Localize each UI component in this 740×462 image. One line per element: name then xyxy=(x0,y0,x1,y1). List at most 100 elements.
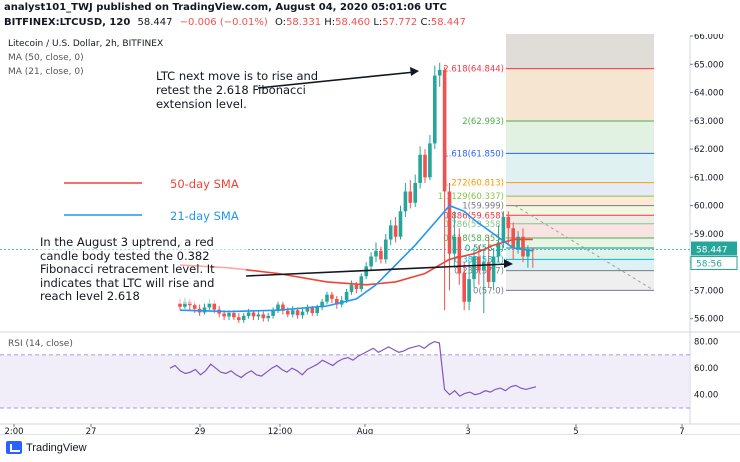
fib-zone xyxy=(506,248,654,260)
fib-level-label: 0.786(59.358) xyxy=(443,220,504,230)
last-price-tag-label: 58.447 xyxy=(696,246,728,256)
fib-zone xyxy=(506,182,654,197)
rsi-tick-label: 80.00 xyxy=(694,338,718,348)
high-label: H: xyxy=(324,17,336,28)
candle-body xyxy=(286,310,290,315)
candle-body xyxy=(364,266,368,277)
time-tick-label: Aug xyxy=(357,427,374,437)
time-tick-label: 2:00 xyxy=(4,427,23,437)
candle-body xyxy=(374,250,378,257)
countdown-tag xyxy=(690,256,738,271)
ma21-line xyxy=(179,204,533,313)
close-value: 58.447 xyxy=(430,17,466,28)
time-tick-label: 29 xyxy=(195,427,206,437)
candle-body xyxy=(183,301,187,307)
fib-zone xyxy=(506,68,654,122)
fib-zone xyxy=(506,223,654,238)
last-price-tag xyxy=(691,241,737,256)
candle-body xyxy=(486,262,491,282)
candle-body xyxy=(496,242,501,257)
candle-body xyxy=(447,191,452,254)
candle-body xyxy=(320,301,324,308)
fib-zone xyxy=(506,205,654,216)
candle-body xyxy=(501,216,506,243)
candle-body xyxy=(300,311,305,316)
fib-zone xyxy=(506,259,654,271)
price-tick-label: 60.000 xyxy=(694,202,724,212)
left-annotation: In the August 3 uptrend, a red candle bo… xyxy=(40,235,246,304)
candle-body xyxy=(207,303,212,308)
fib-level-label: 2.618(64.844) xyxy=(443,65,504,75)
fib-level-label: 1.1129(60.337) xyxy=(438,192,504,202)
candle-body xyxy=(384,239,388,260)
candle-body xyxy=(251,312,256,317)
open-value: 58.331 xyxy=(286,17,322,28)
candle-body xyxy=(393,225,398,237)
top-annotation: LTC next move is to rise and retest the … xyxy=(156,69,319,111)
ma50-line xyxy=(179,238,533,286)
candle-body xyxy=(433,75,437,144)
fib-level-label: 1.618(61.850) xyxy=(443,149,504,159)
ma21-legend: MA (21, close, 0) xyxy=(8,67,84,77)
chart-header: analyst101_TWJ published on TradingView.… xyxy=(0,0,740,34)
candle-body xyxy=(442,69,447,192)
candle-body xyxy=(349,284,354,292)
rsi-band xyxy=(0,354,690,408)
fib-zone-top xyxy=(506,32,654,69)
time-tick-label: 12:00 xyxy=(268,427,293,437)
candle-body xyxy=(369,256,373,267)
candle-body xyxy=(511,228,515,249)
low-label: L: xyxy=(373,17,383,28)
tradingview-logo[interactable]: TradingView xyxy=(6,441,87,454)
sma21-label: 21-day SMA xyxy=(170,209,239,223)
low-value: 57.772 xyxy=(382,17,418,28)
close-label: C: xyxy=(420,17,431,28)
candle-body xyxy=(305,307,310,312)
candle-body xyxy=(330,294,334,299)
fib-level-label: 0.618(58.855) xyxy=(443,234,504,244)
time-tick-label: 7 xyxy=(679,427,684,437)
publish-line: analyst101_TWJ published on TradingView.… xyxy=(4,2,447,13)
candle-body xyxy=(457,236,462,274)
candle-body xyxy=(472,256,476,280)
candle-body xyxy=(335,298,339,305)
open-label: O: xyxy=(274,17,287,28)
candle-body xyxy=(256,314,261,317)
price-tick-label: 56.000 xyxy=(694,315,724,325)
rsi-legend: RSI (14, close) xyxy=(8,339,73,349)
candle-body xyxy=(467,279,471,302)
price-tick-label: 66.000 xyxy=(694,32,724,42)
candle-body xyxy=(266,315,270,319)
fib-zone xyxy=(506,270,654,291)
candle-body xyxy=(241,315,246,321)
candle-body xyxy=(237,317,241,321)
candle-body xyxy=(344,291,349,301)
countdown-label: 58:56 xyxy=(696,260,722,270)
candle-body xyxy=(212,303,217,310)
fib-zone xyxy=(506,237,654,249)
left-arrow-head xyxy=(504,259,513,268)
footer-bar: TradingView xyxy=(0,434,740,462)
candle-body xyxy=(281,304,285,311)
candle-body xyxy=(178,303,182,307)
candle-body xyxy=(531,249,535,251)
price-tick-label: 63.000 xyxy=(694,117,724,127)
fib-level-label: 1.272(60.813) xyxy=(443,179,504,189)
top-arrow-line xyxy=(257,71,416,89)
price-tick-label: 65.000 xyxy=(694,60,724,70)
candle-body xyxy=(521,236,525,257)
candle-body xyxy=(418,154,422,183)
price-tick-label: 61.000 xyxy=(694,173,724,183)
ma50-legend: MA (50, close, 0) xyxy=(8,53,84,63)
left-arrow-line xyxy=(245,263,509,277)
candle-body xyxy=(232,313,236,318)
candle-body xyxy=(227,313,231,317)
publish-info: analyst101_TWJ published on TradingView.… xyxy=(4,2,447,13)
chart-title: Litecoin / U.S. Dollar, 2h, BITFINEX xyxy=(8,39,164,49)
candle-body xyxy=(462,273,466,302)
candle-body xyxy=(310,307,315,314)
candle-body xyxy=(526,249,530,257)
top-arrow-head xyxy=(410,67,419,76)
candle-body xyxy=(315,307,319,314)
